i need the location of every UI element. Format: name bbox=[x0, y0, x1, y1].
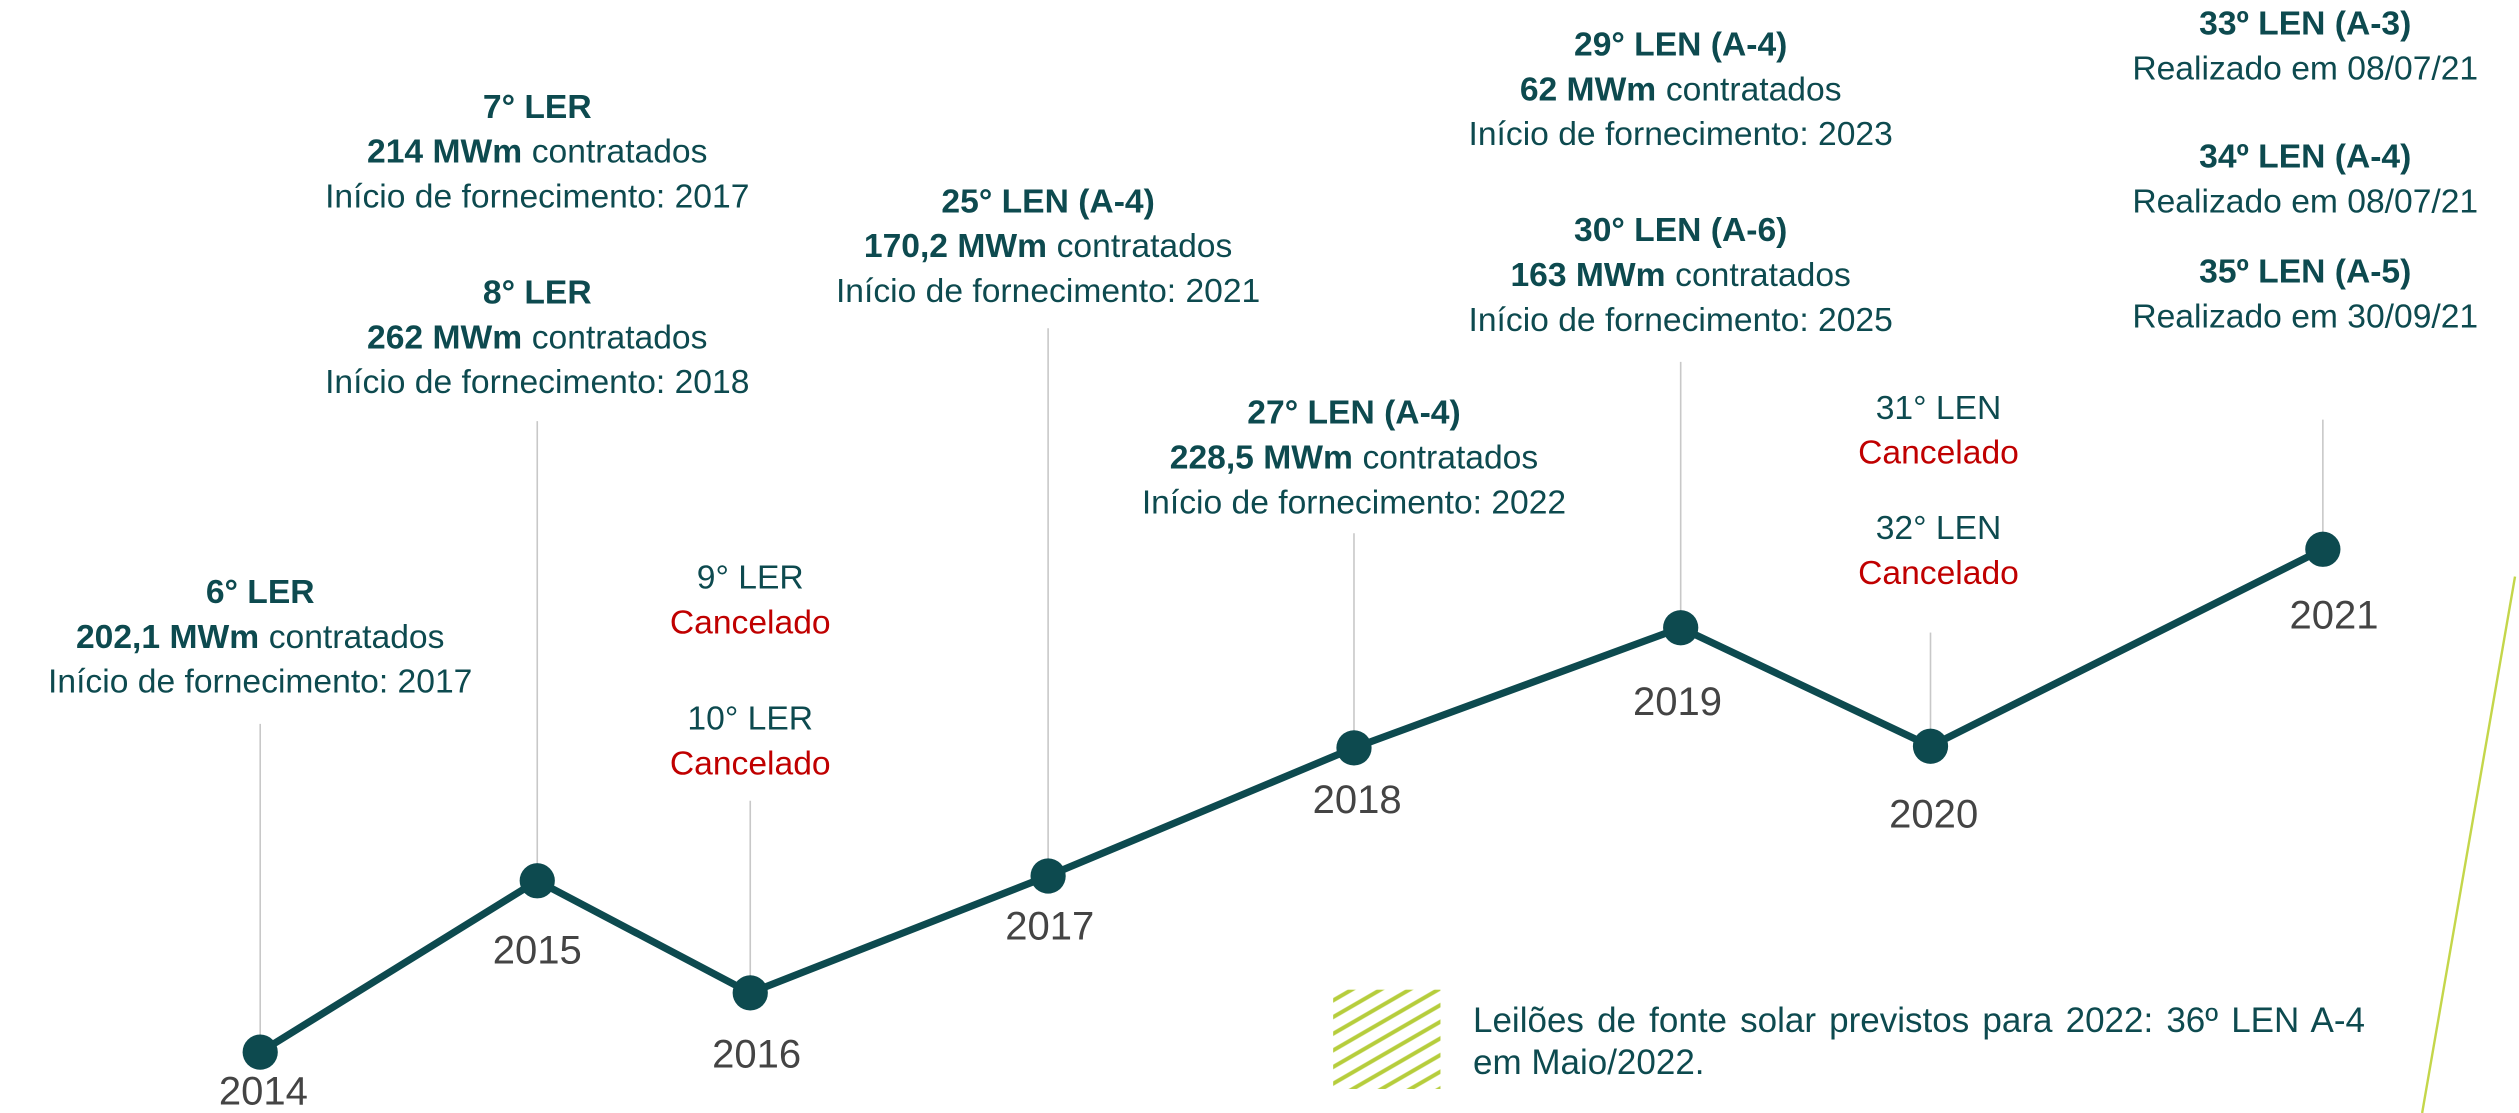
timeline-group: 2014 6° LER 202,1 MWm contratados Início de … bbox=[48, 6, 2478, 1113]
amount-suffix: contratados bbox=[532, 319, 708, 356]
event-status: Cancelado bbox=[1858, 555, 2019, 592]
event-title: 8° LER bbox=[483, 275, 592, 312]
year-dot bbox=[2305, 531, 2341, 567]
year-dot bbox=[1336, 730, 1372, 766]
event-title: 32° LEN bbox=[1876, 510, 2002, 547]
event-detail: Início de fornecimento: 2022 bbox=[1142, 484, 1566, 521]
event-title: 30° LEN (A-6) bbox=[1574, 212, 1787, 249]
year-dot bbox=[732, 975, 768, 1011]
event-status: Cancelado bbox=[670, 745, 831, 782]
event-detail: Início de fornecimento: 2021 bbox=[836, 273, 1260, 310]
event-title: 34º LEN (A-4) bbox=[2199, 138, 2411, 175]
event-title: 10° LER bbox=[687, 701, 813, 738]
event-detail: Início de fornecimento: 2023 bbox=[1469, 116, 1893, 153]
event-status: Cancelado bbox=[670, 604, 831, 641]
amount-value: 202,1 MWm bbox=[76, 619, 259, 656]
event-amount: 262 MWm contratados bbox=[367, 319, 707, 356]
event-title: 27° LEN (A-4) bbox=[1247, 395, 1460, 432]
year-label: 2017 bbox=[1005, 904, 1094, 948]
amount-suffix: contratados bbox=[1675, 257, 1851, 294]
note-icon bbox=[1333, 989, 1441, 1089]
amount-value: 62 MWm bbox=[1520, 71, 1656, 108]
amount-suffix: contratados bbox=[532, 134, 708, 171]
event-amount: 163 MWm contratados bbox=[1510, 257, 1850, 294]
year-label: 2020 bbox=[1889, 792, 1978, 836]
event-detail: Realizado em 08/07/21 bbox=[2132, 50, 2478, 87]
amount-suffix: contratados bbox=[1363, 440, 1539, 477]
amount-value: 228,5 MWm bbox=[1170, 440, 1353, 477]
event-detail: Início de fornecimento: 2017 bbox=[48, 664, 472, 701]
event-title: 31° LEN bbox=[1876, 390, 2002, 427]
event-title: 9° LER bbox=[697, 560, 804, 597]
year-label: 2014 bbox=[219, 1069, 308, 1113]
event-title: 33º LEN (A-3) bbox=[2199, 6, 2411, 43]
event-amount: 170,2 MWm contratados bbox=[864, 228, 1232, 265]
event-title: 7° LER bbox=[483, 89, 592, 126]
event-detail: Realizado em 30/09/21 bbox=[2132, 299, 2478, 336]
amount-suffix: contratados bbox=[1666, 71, 1842, 108]
event-detail: Início de fornecimento: 2025 bbox=[1469, 302, 1893, 339]
event-detail: Início de fornecimento: 2017 bbox=[325, 178, 749, 215]
amount-value: 163 MWm bbox=[1510, 257, 1665, 294]
amount-suffix: contratados bbox=[1057, 228, 1233, 265]
amount-suffix: contratados bbox=[269, 619, 445, 656]
amount-value: 214 MWm bbox=[367, 134, 522, 171]
amount-value: 170,2 MWm bbox=[864, 228, 1047, 265]
event-title: 25° LEN (A-4) bbox=[941, 183, 1154, 220]
year-label: 2015 bbox=[493, 928, 582, 972]
event-detail: Realizado em 08/07/21 bbox=[2132, 183, 2478, 220]
year-label: 2016 bbox=[712, 1033, 801, 1077]
year-dot bbox=[519, 863, 555, 899]
timeline-line bbox=[258, 546, 2325, 1056]
year-dot bbox=[242, 1034, 278, 1070]
decor-line bbox=[2420, 576, 2517, 1113]
event-status: Cancelado bbox=[1858, 435, 2019, 472]
year-label: 2021 bbox=[2290, 594, 2379, 638]
event-amount: 228,5 MWm contratados bbox=[1170, 440, 1538, 477]
year-label: 2018 bbox=[1313, 778, 1402, 822]
event-amount: 202,1 MWm contratados bbox=[76, 619, 444, 656]
event-title: 6° LER bbox=[206, 574, 315, 611]
year-dot bbox=[1912, 728, 1949, 764]
year-dot bbox=[1030, 858, 1066, 894]
note: Leilões de fonte solar previstos para 20… bbox=[1473, 1001, 2365, 1082]
amount-value: 262 MWm bbox=[367, 319, 522, 356]
year-label: 2019 bbox=[1633, 680, 1722, 724]
year-dot bbox=[1663, 610, 1699, 646]
event-amount: 62 MWm contratados bbox=[1520, 71, 1842, 108]
event-title: 35º LEN (A-5) bbox=[2199, 254, 2411, 291]
event-title: 29° LEN (A-4) bbox=[1574, 26, 1787, 63]
event-detail: Início de fornecimento: 2018 bbox=[325, 364, 749, 401]
event-amount: 214 MWm contratados bbox=[367, 134, 707, 171]
